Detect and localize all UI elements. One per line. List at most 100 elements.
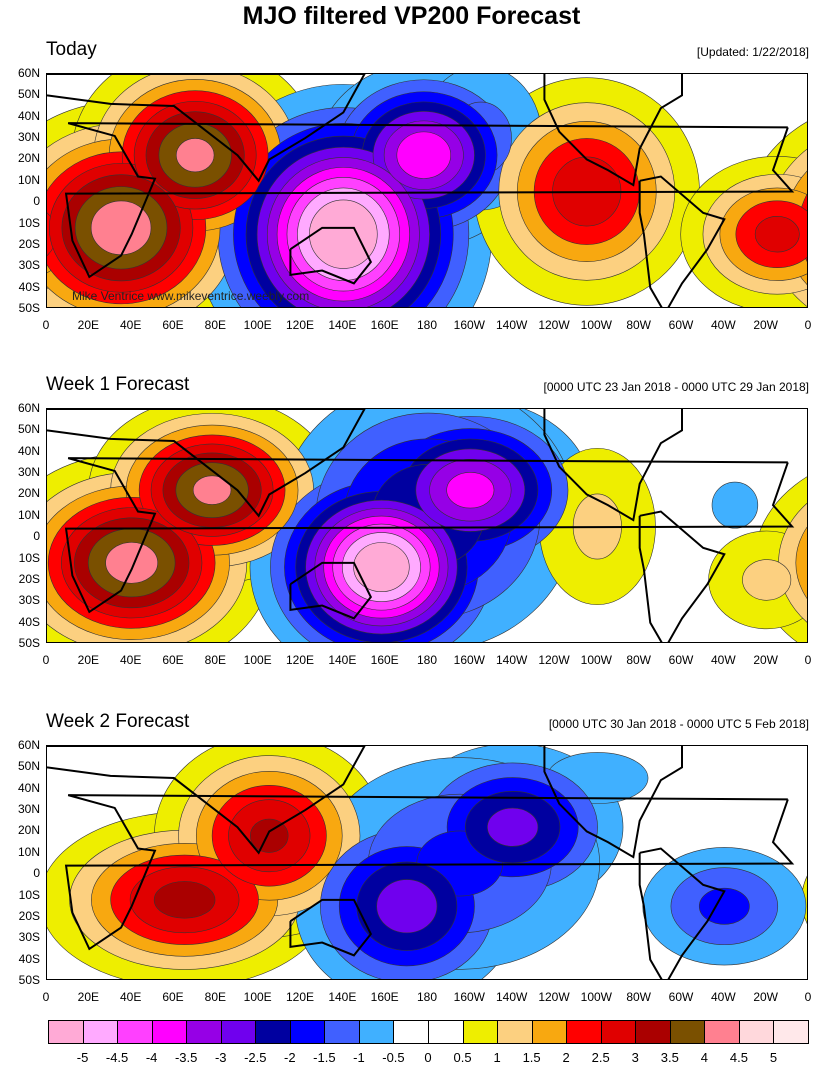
lat-tick-label: 20S [18,908,40,923]
lon-tick-label: 100E [243,990,272,1004]
lon-tick-label: 60E [162,318,184,332]
lat-tick-label: 20S [18,236,40,251]
lat-tick-label: 40N [17,780,40,795]
lat-tick-label: 30S [18,930,40,945]
lat-tick-label: 0 [33,866,40,881]
lat-tick-label: 10N [17,507,40,522]
contour-level [698,887,750,925]
colorbar-swatch [289,1020,326,1044]
contour-level [309,199,378,269]
lat-tick-label: 40N [17,108,40,123]
lon-tick-label: 40W [710,990,736,1004]
panel-date-range: [0000 UTC 23 Jan 2018 - 0000 UTC 29 Jan … [543,380,810,394]
lat-tick-label: 60N [17,738,40,752]
colorbar-label: 1 [493,1050,501,1065]
colorbar-swatch [462,1020,499,1044]
colorbar-label: -2.5 [244,1050,267,1065]
colorbar-swatch [704,1020,740,1044]
lon-tick-label: 120W [538,318,570,332]
contour-level [153,881,216,919]
colorbar-label: -0.5 [382,1050,405,1065]
lat-tick-label: 50S [18,636,40,650]
lon-tick-label: 160W [453,318,485,332]
colorbar-label: -3 [214,1050,227,1065]
coastline [543,74,683,187]
colorbar-label: -3.5 [174,1050,198,1065]
map-panel [46,73,808,308]
lon-tick-label: 20W [753,653,778,667]
lon-tick-label: 0 [804,318,812,332]
lon-tick-label: 180 [416,990,438,1004]
lat-tick-label: 0 [33,194,40,209]
contour-level [487,807,539,847]
lon-tick-label: 100E [243,653,272,667]
coastline [289,226,373,285]
lat-tick-label: 30N [17,130,40,145]
lon-tick-label: 100W [580,653,612,667]
colorbar-label: -4.5 [105,1050,129,1065]
colorbar-label: 1.5 [522,1050,541,1065]
lon-tick-label: 120E [285,653,315,667]
lon-tick-label: 120W [538,653,570,667]
lat-tick-label: 20S [18,571,40,586]
lat-tick-label: 60N [17,66,40,80]
lat-tick-label: 10S [18,550,40,565]
lon-tick-label: 80E [204,318,226,332]
lon-tick-label: 80W [626,653,651,667]
colorbar-swatch [600,1020,637,1044]
lon-tick-label: 80W [626,318,651,332]
panel-date-range: [Updated: 1/22/2018] [696,45,809,59]
coastline [64,794,795,951]
lat-tick-label: 30S [18,258,40,273]
lat-tick-label: 20N [17,151,40,166]
colorbar-swatch [669,1020,706,1044]
colorbar-swatch [738,1020,775,1044]
colorbar-label: 2.5 [591,1050,610,1065]
watermark: Mike Ventrice www.mikeventrice.weebly.co… [72,289,310,303]
colorbar-swatch [48,1020,84,1044]
lon-tick-label: 100W [580,990,612,1004]
contour-level [353,542,410,592]
contour-level [175,138,215,173]
coastline [289,898,373,957]
lon-tick-label: 160W [453,653,485,667]
lon-tick-label: 140E [328,990,357,1004]
contour-level [711,481,759,529]
lon-tick-label: 100W [580,318,612,332]
colorbar-label: 2 [562,1050,570,1065]
lon-tick-label: 60W [668,653,694,667]
coastline [47,409,366,518]
contour-level [376,879,438,934]
colorbar-label: 4.5 [729,1050,748,1065]
coastline [638,175,726,307]
lat-tick-label: 40S [18,279,40,294]
lat-tick-label: 30S [18,593,40,608]
coastline [47,74,366,183]
lat-tick-label: 50N [17,759,40,774]
colorbar-swatch [117,1020,153,1044]
lat-tick-label: 40S [18,614,40,629]
colorbar-swatch [358,1020,395,1044]
lon-tick-label: 40W [710,653,736,667]
lon-tick-label: 60E [162,990,184,1004]
coastline [638,847,726,979]
contour-level [192,475,232,505]
colorbar-swatch [393,1020,429,1044]
lon-tick-label: 80W [626,990,651,1004]
lon-tick-label: 0 [42,318,50,332]
colorbar-label: -2 [284,1050,296,1065]
lon-tick-label: 140E [328,318,357,332]
lon-tick-label: 160E [370,318,399,332]
contour-level [105,542,158,584]
colorbar-swatch [255,1020,291,1044]
panel-date-range: [0000 UTC 30 Jan 2018 - 0000 UTC 5 Feb 2… [548,717,809,731]
contour-level [754,216,800,253]
colorbar-swatch [151,1020,188,1044]
lat-tick-label: 30N [17,802,40,817]
colorbar-swatch [773,1020,809,1044]
lat-tick-label: 20N [17,823,40,838]
lon-tick-label: 60W [668,990,694,1004]
panel-title: Week 2 Forecast [46,711,190,732]
lon-tick-label: 140W [495,318,528,332]
